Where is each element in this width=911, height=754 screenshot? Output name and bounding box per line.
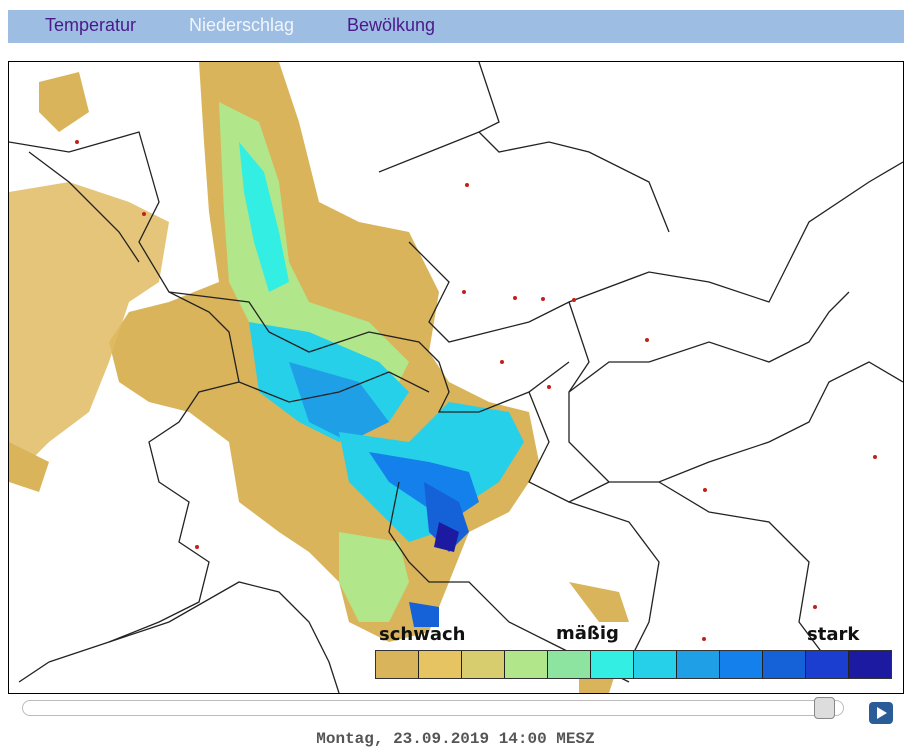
legend-swatch-9	[720, 651, 763, 678]
legend-color-scale	[375, 650, 892, 679]
legend-label-low: schwach	[379, 624, 466, 645]
legend-label-mid: mäßig	[556, 623, 619, 644]
legend-swatch-1	[376, 651, 419, 678]
city-markers	[75, 140, 877, 641]
tab-niederschlag[interactable]: Niederschlag	[189, 15, 295, 35]
legend-swatch-5	[548, 651, 591, 678]
map-canvas	[9, 62, 903, 693]
precipitation-map: schwach mäßig stark	[8, 61, 904, 694]
legend-swatch-2	[419, 651, 462, 678]
legend-label-high: stark	[807, 624, 860, 645]
tab-temperatur[interactable]: Temperatur	[45, 15, 137, 35]
precipitation-areas	[9, 62, 629, 693]
tab-bar: Temperatur Niederschlag Bewölkung	[8, 10, 904, 43]
legend-swatch-10	[763, 651, 806, 678]
legend-swatch-8	[677, 651, 720, 678]
legend-swatch-7	[634, 651, 677, 678]
legend-swatch-11	[806, 651, 849, 678]
play-button[interactable]	[869, 702, 893, 724]
time-slider-thumb[interactable]	[814, 697, 835, 719]
timestamp: Montag, 23.09.2019 14:00 MESZ	[316, 730, 595, 748]
legend-swatch-3	[462, 651, 505, 678]
legend-swatch-4	[505, 651, 548, 678]
legend-swatch-12	[849, 651, 891, 678]
tab-bewoelkung[interactable]: Bewölkung	[347, 15, 436, 35]
legend-swatch-6	[591, 651, 634, 678]
time-slider[interactable]	[22, 697, 844, 719]
